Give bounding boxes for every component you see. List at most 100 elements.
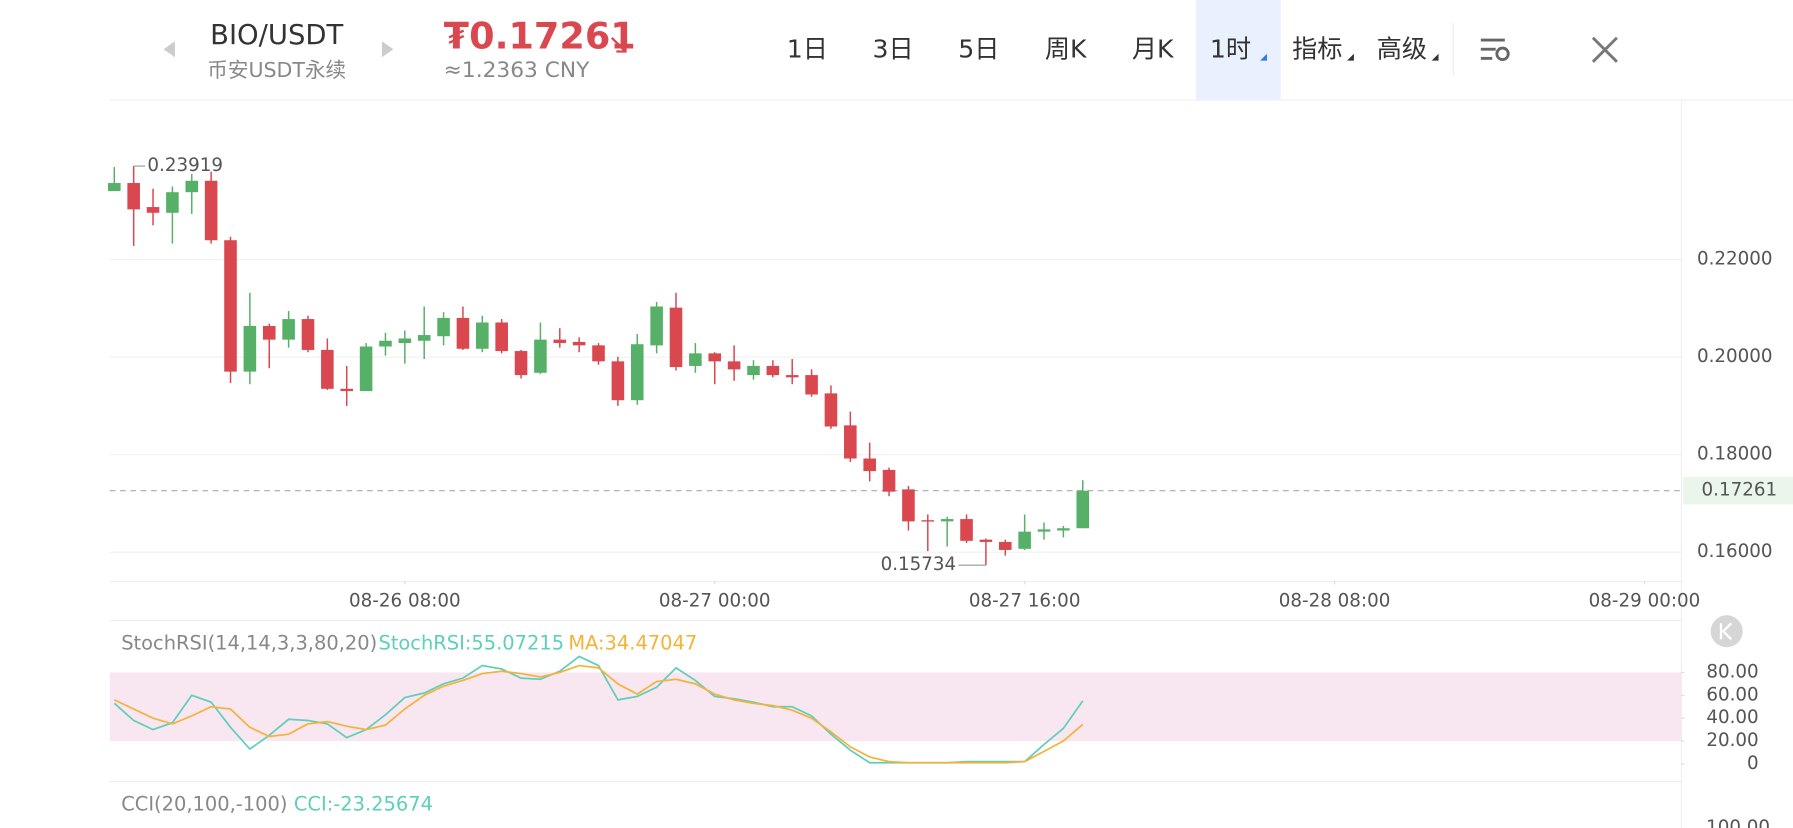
candle-body <box>727 361 741 370</box>
candle-body <box>669 307 683 368</box>
k-icon[interactable] <box>1710 615 1743 648</box>
close-icon[interactable] <box>1591 36 1618 63</box>
candle-body <box>437 317 450 337</box>
last-price-bg <box>1683 476 1793 505</box>
max-label: 0.23919 <box>147 155 223 176</box>
candle-body <box>805 375 818 395</box>
candle-body <box>282 319 295 340</box>
x-tick-label: 08-29 00:00 <box>1589 591 1701 612</box>
candle-body <box>844 425 857 459</box>
candle-body <box>398 338 412 344</box>
stoch-title: StochRSI(14,14,3,3,80,20) <box>121 631 377 654</box>
cny: ≈1.2363 CNY <box>444 58 591 83</box>
candle-body <box>863 458 876 472</box>
down-icon <box>610 36 627 53</box>
candle-body <box>379 340 392 347</box>
legend-entry: StochRSI:55.07215 <box>378 631 564 654</box>
tab[interactable]: 周K <box>1045 34 1088 63</box>
candle-body <box>921 520 935 522</box>
min-label: 0.15734 <box>881 554 957 575</box>
candle-body <box>204 180 218 241</box>
y-tick-label: 20.00 <box>1706 730 1758 751</box>
x-tick-label: 08-26 08:00 <box>349 591 461 612</box>
candle-body <box>243 325 257 372</box>
candle-body <box>611 361 625 401</box>
candle-body <box>321 349 334 389</box>
y-tick-label: 0.16000 <box>1697 541 1773 562</box>
symbol: BIO/USDT <box>210 20 343 51</box>
x-tick-label: 08-28 08:00 <box>1279 591 1391 612</box>
candle-body <box>127 183 140 210</box>
candle-body <box>592 345 605 362</box>
next-arrow[interactable] <box>381 41 394 58</box>
price: ₮0.17261 <box>444 14 636 57</box>
candle-body <box>630 344 644 401</box>
legend-entry: CCI:-23.25674 <box>294 793 433 816</box>
tabs: 1日 3日 5日 周K 月K 1时 指标 高级 <box>787 34 1439 63</box>
candle-body <box>998 541 1012 550</box>
y-tick-label: 0.22000 <box>1697 249 1773 270</box>
y-tick-label: 0.18000 <box>1697 444 1773 465</box>
y-tick-label: 0.20000 <box>1697 346 1773 367</box>
cci-title: CCI(20,100,-100) <box>121 793 287 816</box>
candle-body <box>301 319 315 350</box>
x-tick-label: 08-27 00:00 <box>659 591 771 612</box>
indicator-line <box>113 664 1084 764</box>
candle-body <box>340 388 354 392</box>
tab[interactable]: 1时 <box>1210 34 1251 63</box>
y-tick-label: 80.00 <box>1706 661 1758 682</box>
candle-body <box>1037 529 1051 532</box>
candle-body <box>185 180 199 193</box>
candle-body <box>534 339 547 373</box>
candle-body <box>553 339 567 344</box>
candle-body <box>708 353 722 362</box>
candle-body <box>514 351 528 376</box>
prev-arrow[interactable] <box>163 41 175 58</box>
tab-selected-bg <box>1196 0 1281 100</box>
candle-body <box>572 341 586 346</box>
candle-body <box>824 393 838 427</box>
x-tick-label: 08-27 16:00 <box>969 591 1081 612</box>
candle-body <box>108 183 121 192</box>
tab[interactable]: 月K <box>1132 34 1175 63</box>
candle-body <box>785 375 799 378</box>
candle-body <box>417 335 431 341</box>
candle-body <box>650 306 663 346</box>
candle-body <box>146 207 160 213</box>
candle-body <box>1057 528 1070 531</box>
last-price-label: 0.17261 <box>1702 480 1778 501</box>
y-tick-label: 40.00 <box>1706 707 1758 728</box>
tab[interactable]: 高级 <box>1377 34 1427 63</box>
tab[interactable]: 指标 <box>1292 34 1342 63</box>
tab[interactable]: 1日 <box>787 34 828 63</box>
y-tick-label: 60.00 <box>1706 684 1758 705</box>
settings-icon[interactable] <box>1480 38 1510 61</box>
candle-body <box>689 353 702 366</box>
candle-body <box>902 489 915 522</box>
candle-body <box>747 365 760 376</box>
candle-body <box>979 539 993 542</box>
candle-body <box>262 325 276 340</box>
candle-body <box>166 192 179 213</box>
dropdown-caret <box>1347 53 1354 61</box>
candle-body <box>1018 531 1031 549</box>
y-tick-label: 0 <box>1747 753 1759 774</box>
candle-body <box>766 365 780 376</box>
dropdown-caret <box>1431 53 1439 61</box>
tab[interactable]: 3日 <box>872 34 913 63</box>
candle-body <box>882 469 896 492</box>
candle-body <box>1076 490 1090 529</box>
candle-body <box>456 317 470 349</box>
k-icon-glyph <box>1719 622 1733 641</box>
exchange: 币安USDT永续 <box>207 58 346 82</box>
y-tick-label: 100.00 <box>1706 817 1770 828</box>
tab[interactable]: 5日 <box>958 34 999 63</box>
candle-body <box>960 519 973 541</box>
candle-body <box>476 322 489 349</box>
legend-entry: MA:34.47047 <box>568 631 697 654</box>
candle-body <box>224 240 237 372</box>
candle-body <box>359 346 373 392</box>
band <box>109 672 1681 742</box>
